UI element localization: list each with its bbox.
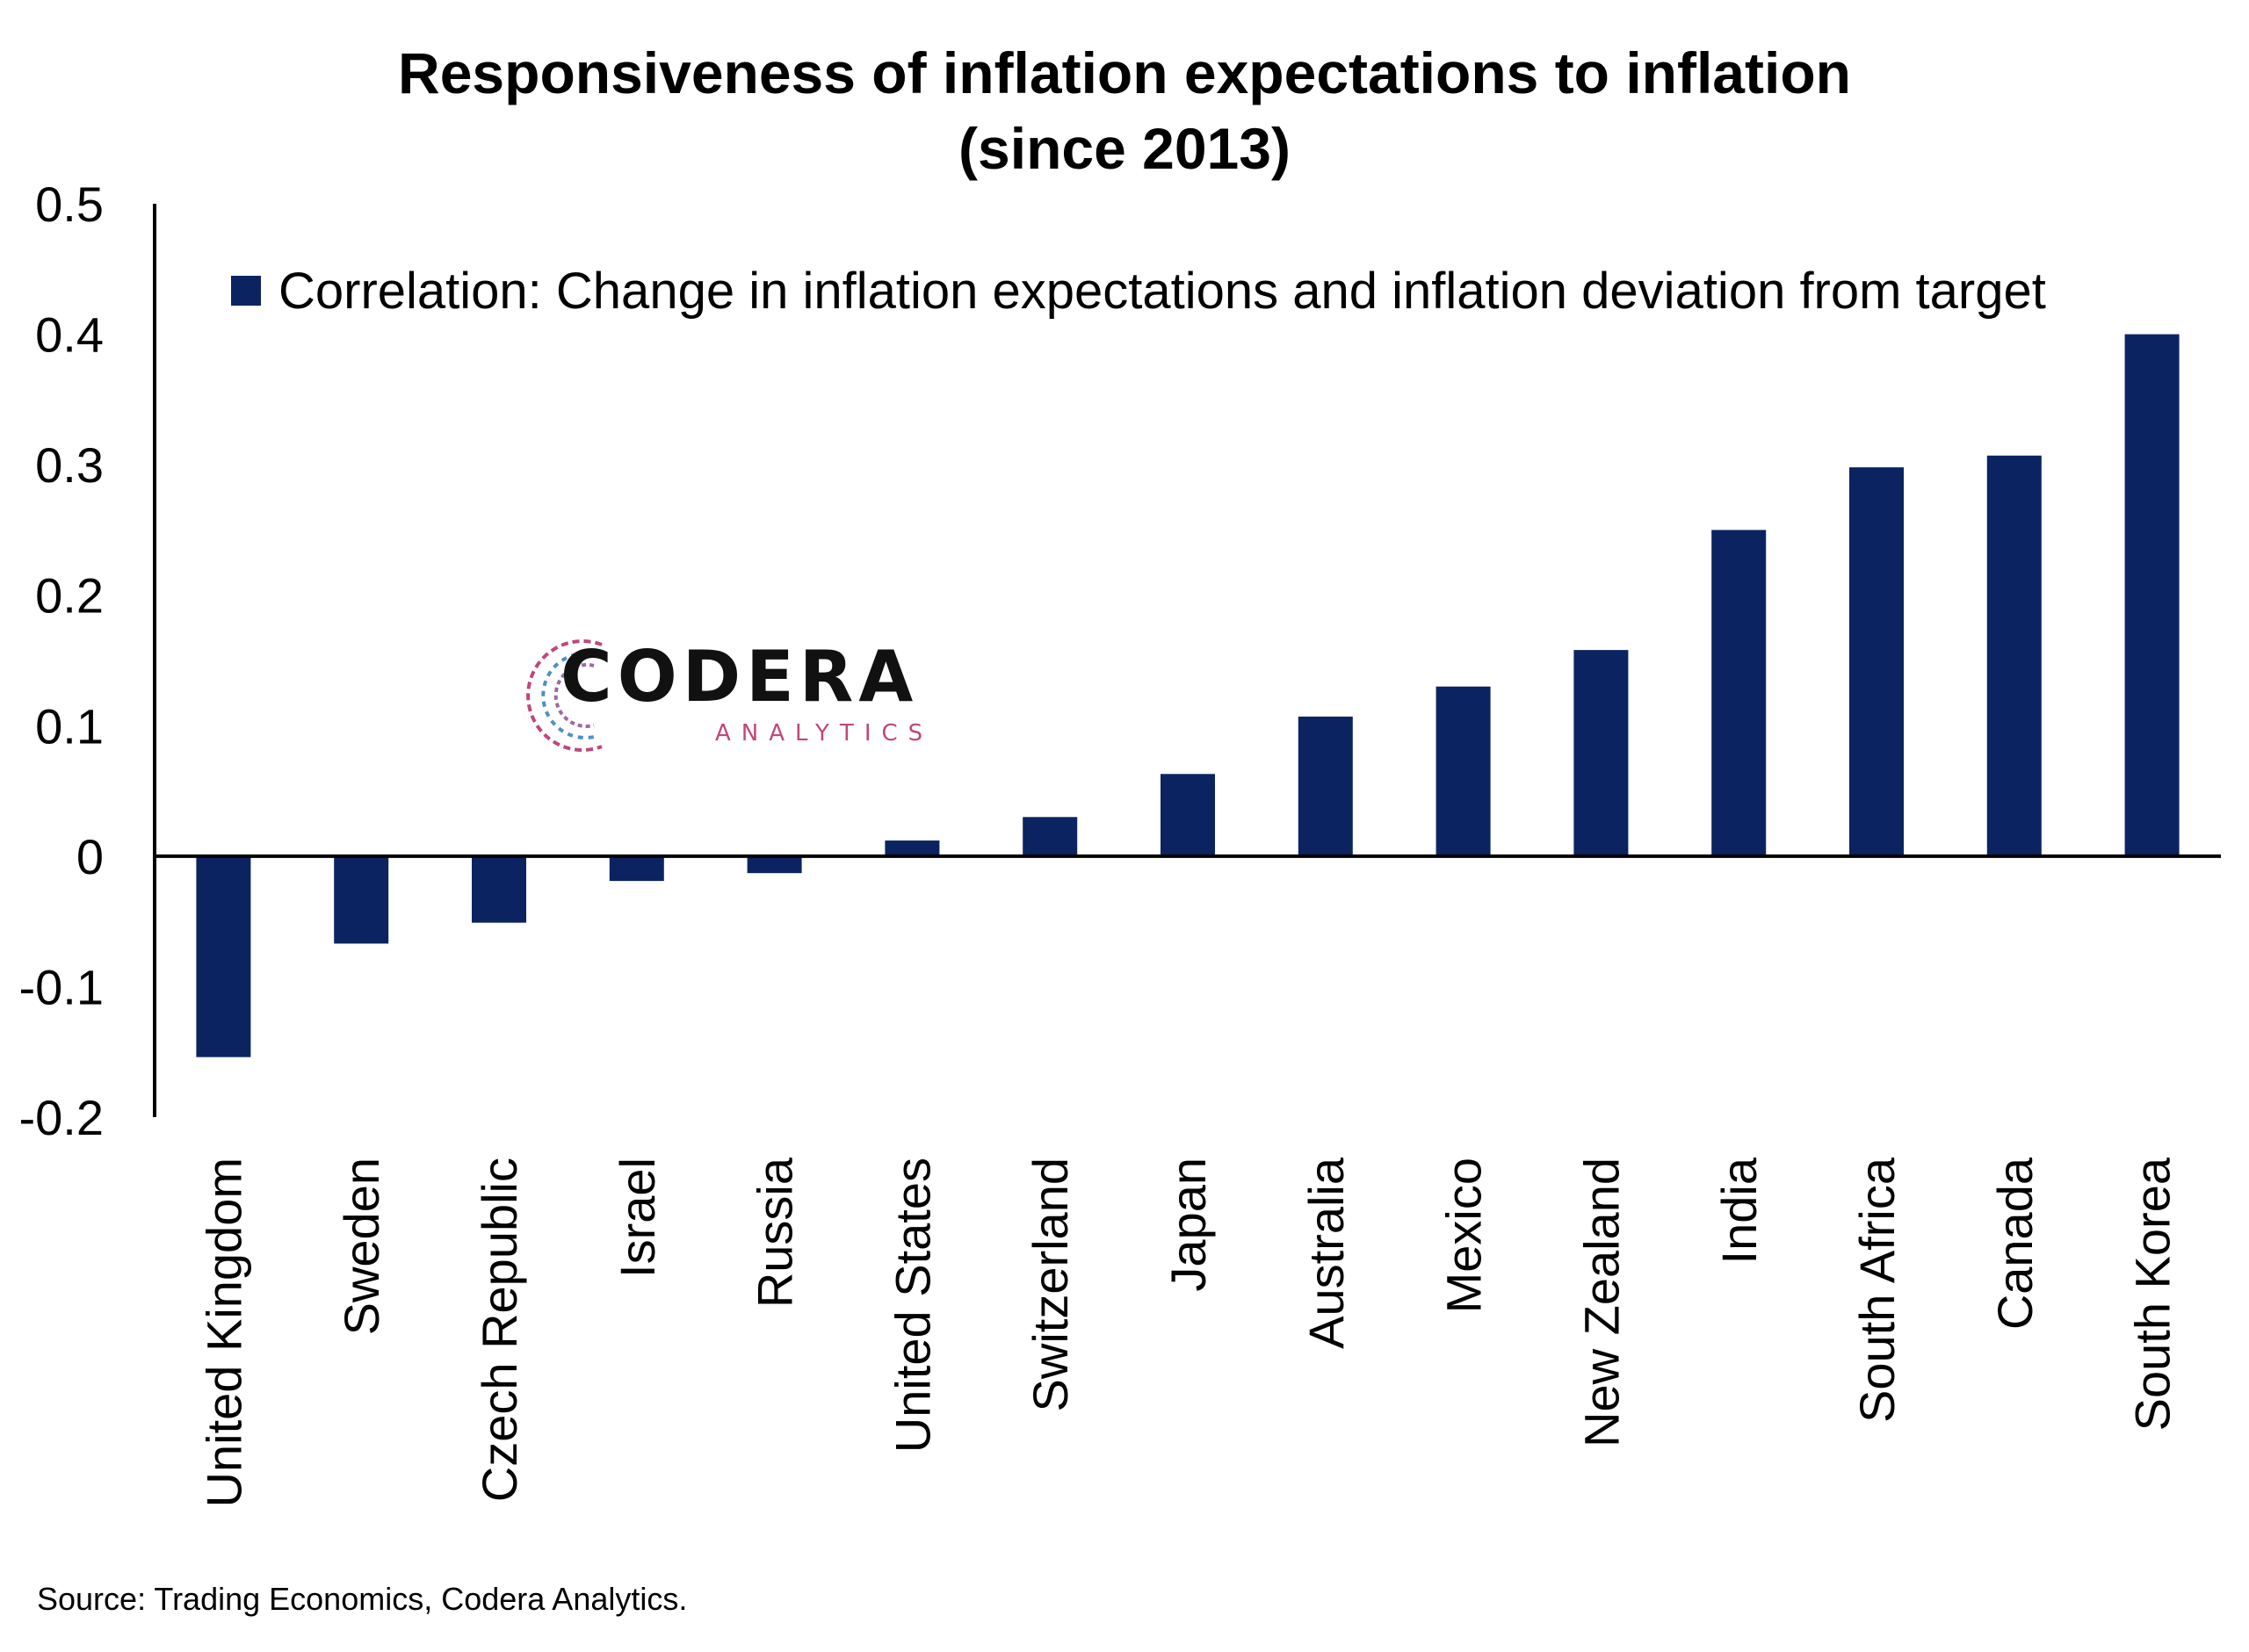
y-tick-label: 0.5 [35,177,104,232]
y-tick-label: 0 [76,829,104,884]
category-label: United Kingdom [196,1158,251,1507]
bar [2124,334,2180,856]
legend-swatch [231,276,261,306]
bar [1161,774,1215,856]
category-labels: United Kingdom Sweden Czech Republic Israel… [196,1157,2180,1507]
bar [196,855,251,1057]
bar [1023,817,1078,856]
y-axis-tick-labels: 0.5 0.4 0.3 0.2 0.1 0 -0.1 -0.2 [19,177,105,1145]
y-tick-label: 0.2 [35,568,104,624]
y-tick-label: 0.3 [35,437,104,493]
category-label: Australia [1298,1157,1354,1349]
category-label: Czech Republic [472,1158,527,1502]
logo-subtitle: ANALYTICS [715,720,934,747]
chart-title-line-1: Responsiveness of inflation expectations… [398,40,1851,105]
category-label: Canada [1987,1157,2043,1330]
codera-logo-mark [526,639,603,752]
bar [1986,455,2042,856]
y-tick-label: -0.2 [19,1090,105,1145]
category-label: Japan [1161,1158,1216,1292]
category-label: South Korea [2125,1157,2180,1431]
category-label: South Africa [1849,1157,1905,1423]
y-tick-label: 0.1 [35,698,104,754]
category-label: United States [885,1158,940,1453]
logo-name: CODERA [560,636,919,718]
category-label: Sweden [334,1158,389,1335]
legend: Correlation: Change in inflation expecta… [231,263,2046,320]
source-note: Source: Trading Economics, Codera Analyt… [37,1581,688,1617]
category-label: New Zealand [1573,1158,1629,1447]
bars [196,334,2180,1057]
category-label: Switzerland [1023,1158,1078,1411]
legend-label: Correlation: Change in inflation expecta… [278,263,2046,320]
category-label: Israel [610,1158,665,1278]
y-tick-label: -0.1 [19,959,105,1014]
bar [1711,530,1767,856]
category-label: Mexico [1436,1158,1492,1313]
bar [747,855,802,874]
chart-title: Responsiveness of inflation expectations… [0,35,2249,186]
bar [885,840,940,856]
bar [1573,650,1629,856]
bar [609,855,664,882]
bar [334,855,389,944]
chart-title-line-2: (since 2013) [958,116,1291,181]
bar [1298,716,1353,856]
y-tick-label: 0.4 [35,307,104,363]
bar [1849,467,1904,856]
codera-logo: CODERA ANALYTICS [518,625,940,766]
bar [472,855,526,923]
category-label: India [1711,1157,1767,1264]
category-label: Russia [748,1157,803,1308]
bar [1435,686,1491,856]
